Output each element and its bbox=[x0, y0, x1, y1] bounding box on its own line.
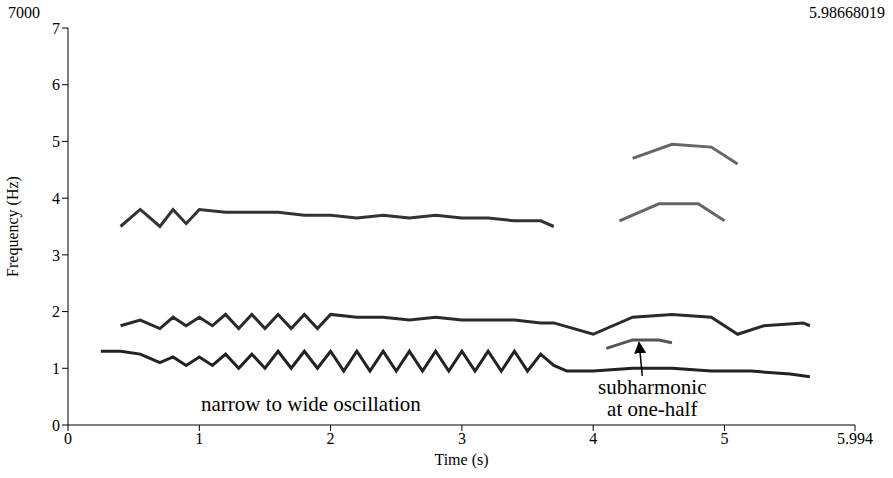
svg-text:5: 5 bbox=[52, 133, 60, 150]
svg-text:6: 6 bbox=[52, 76, 60, 93]
svg-text:3: 3 bbox=[52, 247, 60, 264]
svg-text:Frequency (Hz): Frequency (Hz) bbox=[4, 176, 22, 277]
svg-text:0: 0 bbox=[52, 417, 60, 434]
svg-text:2: 2 bbox=[327, 430, 335, 447]
svg-text:1: 1 bbox=[52, 360, 60, 377]
svg-text:narrow to wide oscillation: narrow to wide oscillation bbox=[201, 392, 421, 416]
svg-text:4: 4 bbox=[52, 190, 60, 207]
svg-text:at one-half: at one-half bbox=[607, 397, 697, 421]
svg-text:4: 4 bbox=[589, 430, 597, 447]
svg-text:3: 3 bbox=[458, 430, 466, 447]
svg-text:2: 2 bbox=[52, 303, 60, 320]
svg-text:5: 5 bbox=[720, 430, 728, 447]
svg-text:7000: 7000 bbox=[8, 4, 40, 21]
svg-text:5.994: 5.994 bbox=[837, 430, 873, 447]
svg-text:7: 7 bbox=[52, 20, 60, 37]
svg-text:5.98668019: 5.98668019 bbox=[809, 4, 885, 21]
svg-text:0: 0 bbox=[64, 430, 72, 447]
svg-text:subharmonic: subharmonic bbox=[598, 375, 706, 399]
svg-text:Time (s): Time (s) bbox=[434, 451, 488, 469]
svg-text:1: 1 bbox=[195, 430, 203, 447]
